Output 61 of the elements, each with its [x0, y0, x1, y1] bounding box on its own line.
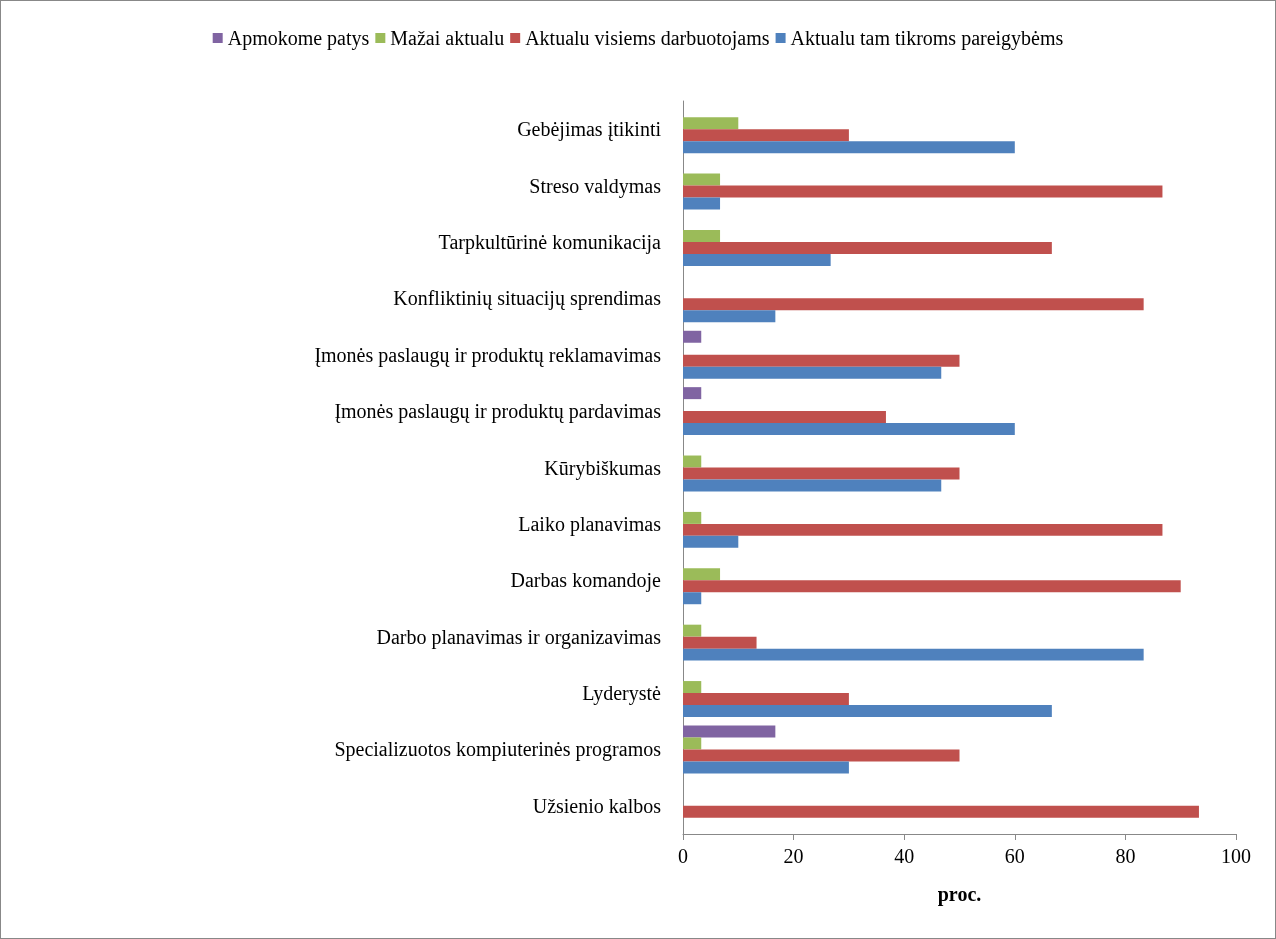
bar [683, 330, 702, 343]
bar [683, 511, 702, 524]
y-tick-label: Streso valdymas [529, 174, 662, 198]
x-tick-label: 80 [1115, 845, 1136, 867]
bar [683, 310, 776, 323]
bar [683, 805, 1199, 818]
legend-label: Aktualu tam tikroms pareigybėms [790, 27, 1064, 50]
bar [683, 535, 739, 548]
bar [683, 467, 960, 480]
bar [683, 636, 757, 649]
y-tick-label: Gebėjimas įtikinti [517, 118, 662, 142]
y-tick-label: Laiko planavimas [518, 512, 662, 536]
bar [683, 423, 1015, 436]
bar [683, 366, 942, 379]
bar [683, 761, 849, 774]
x-tick-label: 20 [783, 845, 804, 867]
bar [683, 455, 702, 468]
y-tick-label: Darbas komandoje [510, 569, 662, 593]
x-tick-label: 0 [678, 845, 688, 867]
bar [683, 479, 942, 492]
bar [683, 693, 849, 706]
legend-label: Aktualu visiems darbuotojams [525, 27, 770, 50]
bar [683, 197, 721, 210]
bar [683, 592, 702, 605]
bar [683, 624, 702, 637]
bar [683, 141, 1015, 154]
x-axis-title: proc. [937, 883, 982, 906]
bar [683, 705, 1052, 717]
bar [683, 241, 1052, 254]
bar [683, 253, 831, 266]
x-tick-label: 100 [1221, 845, 1251, 867]
y-tick-label: Užsienio kalbos [532, 794, 662, 817]
bar [683, 411, 886, 424]
y-tick-label: Įmonės paslaugų ir produktų reklamavimas [314, 343, 662, 367]
y-tick-label: Kūrybiškumas [544, 456, 662, 480]
bar [683, 681, 702, 694]
bar [683, 129, 849, 142]
x-tick-label: 40 [894, 845, 915, 867]
y-tick-label: Lyderystė [582, 682, 662, 706]
bar [683, 173, 721, 186]
y-tick-label: Tarpkultūrinė komunikacija [438, 230, 662, 254]
y-tick-label: Specializuotos kompiuterinės programos [334, 738, 662, 762]
y-tick-label: Konfliktinių situacijų sprendimas [393, 287, 662, 311]
bar [683, 580, 1181, 593]
y-tick-label: Įmonės paslaugų ir produktų pardavimas [334, 400, 662, 424]
bar [683, 749, 960, 762]
bar [683, 298, 1144, 311]
bar [683, 648, 1144, 661]
legend-label: Mažai aktualu [390, 27, 505, 49]
bar [683, 523, 1163, 536]
y-tick-label: Darbo planavimas ir organizavimas [376, 625, 662, 649]
bar [683, 354, 960, 367]
bar [683, 568, 721, 581]
bar [683, 185, 1163, 198]
bar [683, 737, 702, 750]
legend-label: Apmokome patys [227, 27, 370, 50]
bar [683, 387, 702, 400]
x-tick-label: 60 [1004, 845, 1025, 867]
bar [683, 229, 721, 242]
bar [683, 117, 739, 130]
bar [683, 725, 776, 738]
